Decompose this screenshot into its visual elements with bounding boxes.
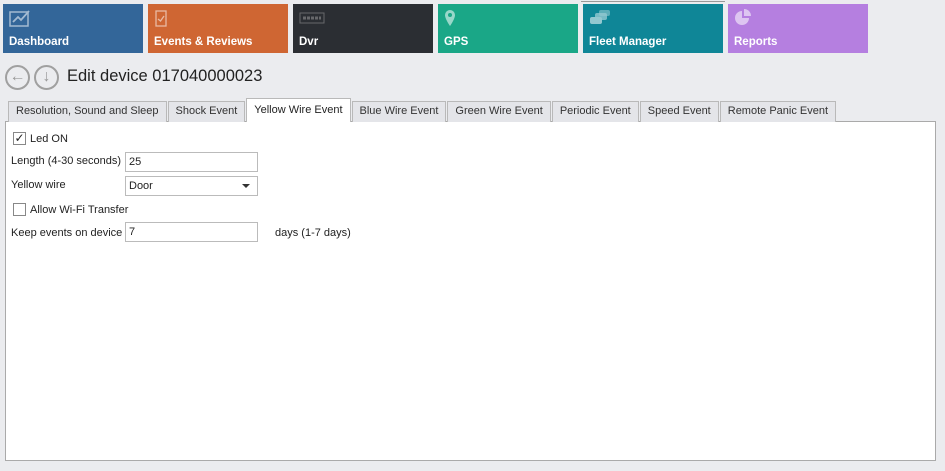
yellow-wire-value: Door (129, 180, 153, 192)
nav-gps[interactable]: GPS (438, 4, 578, 53)
length-label: Length (4-30 seconds) (11, 155, 122, 167)
arrow-left-circle-icon[interactable]: ← (5, 65, 30, 90)
nav-label: GPS (444, 36, 469, 48)
selected-tile-indicator (581, 1, 725, 2)
tab-shock-event[interactable]: Shock Event (167, 101, 246, 122)
led-on-checkbox[interactable]: ✓ (13, 131, 26, 145)
keep-events-label: Keep events on device (11, 227, 123, 239)
length-input[interactable]: 25 (125, 152, 258, 172)
allow-wifi-checkbox[interactable] (13, 203, 26, 216)
nav-fleet-manager[interactable]: Fleet Manager (583, 4, 723, 53)
nav-dashboard[interactable]: Dashboard (3, 4, 143, 53)
clipboard-check-icon (155, 10, 167, 27)
nav-label: Fleet Manager (589, 36, 667, 48)
nav-dvr[interactable]: Dvr (293, 4, 433, 53)
keep-events-input[interactable]: 7 (125, 222, 258, 242)
nav-label: Dashboard (9, 36, 70, 48)
map-pin-icon (445, 10, 455, 26)
pie-chart-icon (735, 9, 751, 25)
chart-line-icon (9, 10, 30, 27)
cars-icon (590, 10, 610, 24)
arrow-down-circle-icon[interactable]: ↓ (34, 65, 59, 90)
tab-panel (5, 121, 936, 461)
keep-events-suffix: days (1-7 days) (275, 227, 351, 239)
chevron-down-icon (242, 184, 250, 188)
tab-resolution-sound-sleep[interactable]: Resolution, Sound and Sleep (8, 101, 167, 122)
tab-remote-panic-event[interactable]: Remote Panic Event (719, 101, 837, 122)
tab-green-wire-event[interactable]: Green Wire Event (447, 101, 551, 122)
yellow-wire-select[interactable]: Door (125, 176, 258, 196)
yellow-wire-label: Yellow wire (11, 179, 66, 191)
nav-label: Reports (734, 36, 778, 48)
tab-bar: Resolution, Sound and Sleep Shock Event … (8, 98, 837, 122)
dvr-logo-icon (299, 12, 325, 24)
nav-label: Dvr (299, 36, 319, 48)
tab-periodic-event[interactable]: Periodic Event (551, 101, 639, 122)
allow-wifi-label: Allow Wi-Fi Transfer (30, 204, 129, 216)
page-title: Edit device 017040000023 (67, 67, 263, 85)
nav-label: Events & Reviews (154, 36, 253, 48)
nav-events-reviews[interactable]: Events & Reviews (148, 4, 288, 53)
tab-yellow-wire-event[interactable]: Yellow Wire Event (246, 98, 351, 122)
led-on-label: Led ON (30, 133, 68, 145)
tab-blue-wire-event[interactable]: Blue Wire Event (351, 101, 447, 122)
nav-reports[interactable]: Reports (728, 4, 868, 53)
tab-speed-event[interactable]: Speed Event (639, 101, 719, 122)
